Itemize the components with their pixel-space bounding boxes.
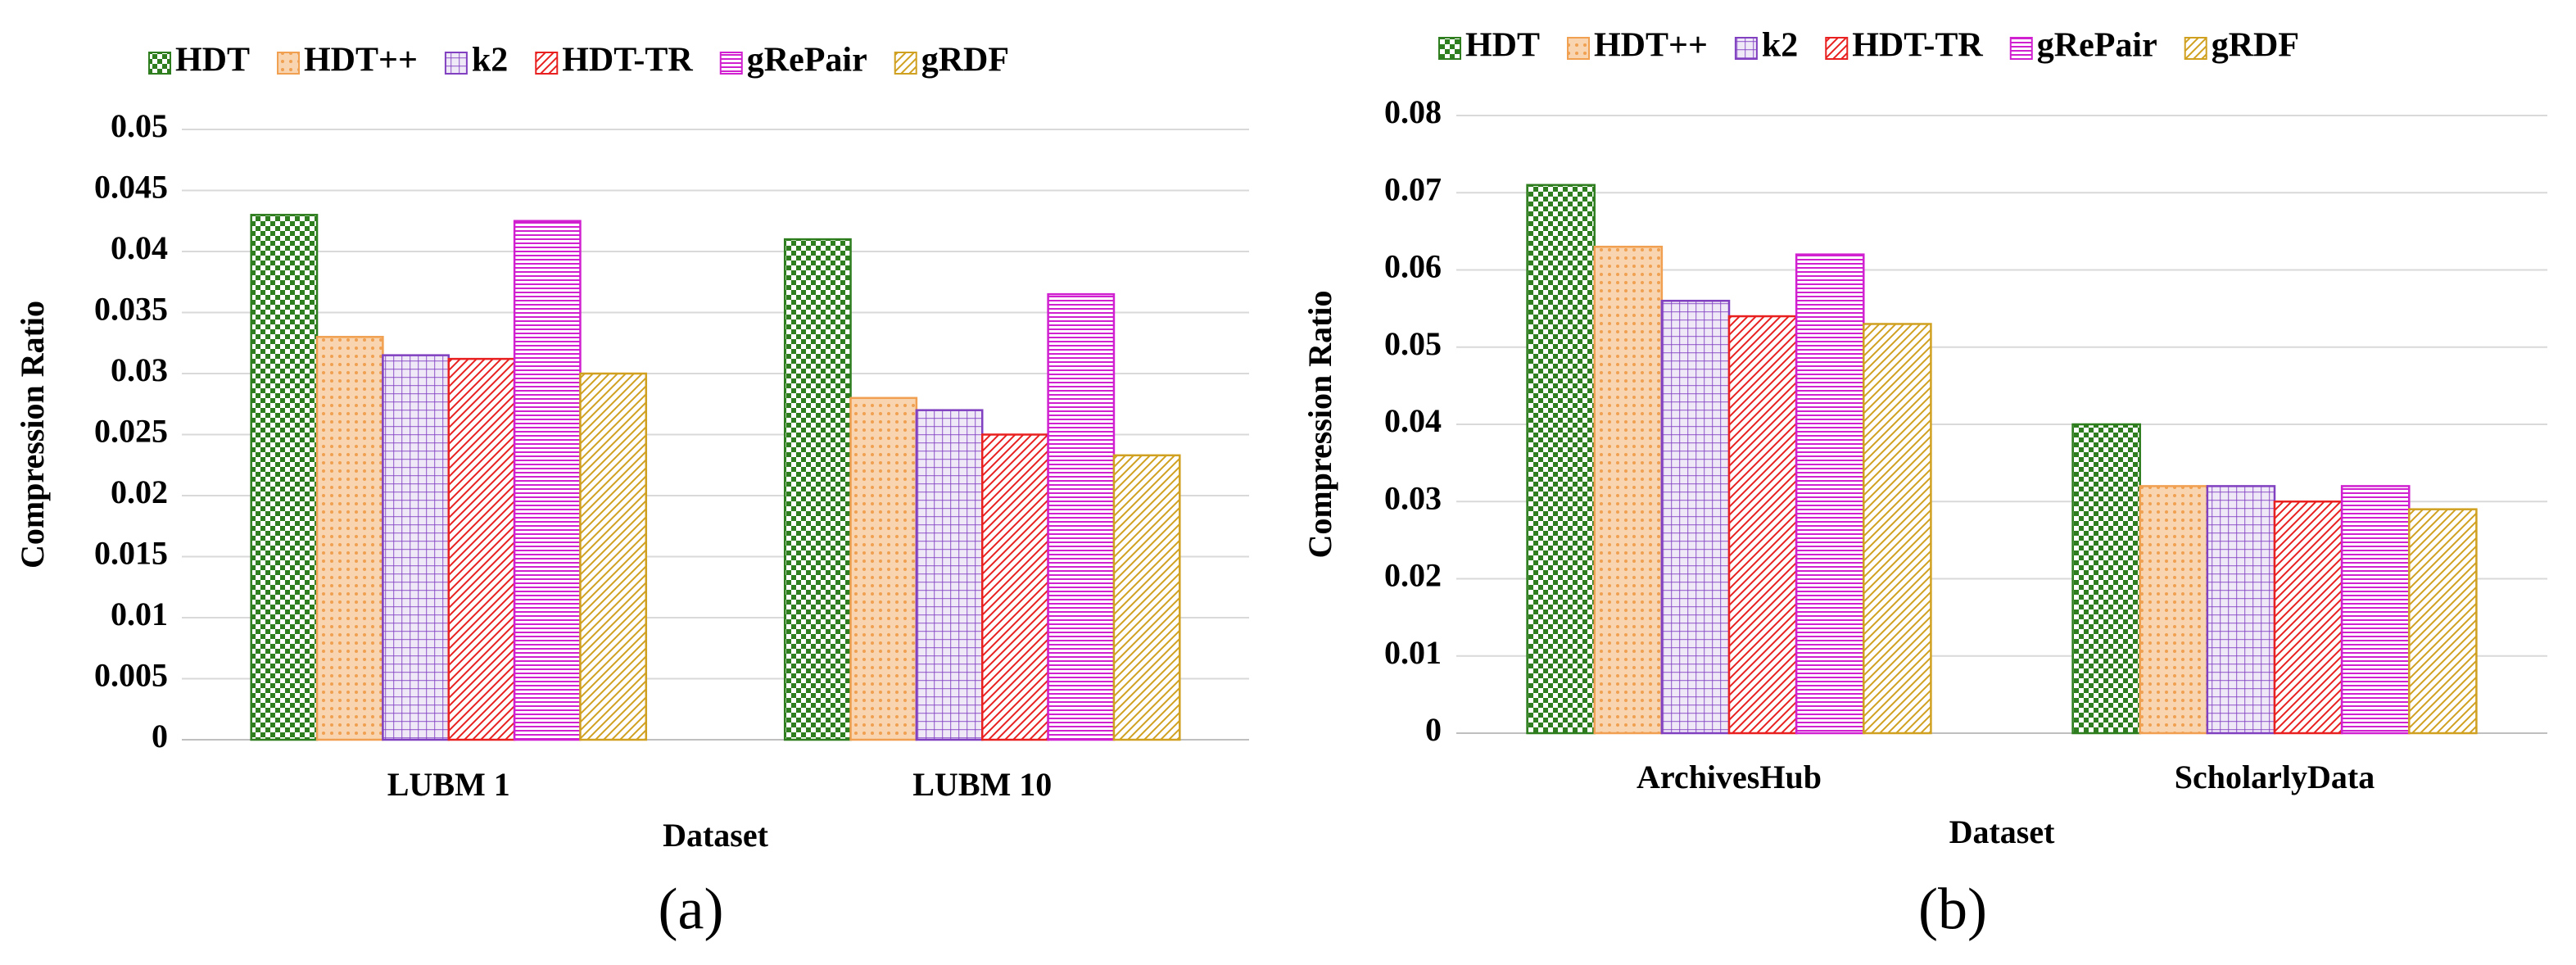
legend-label: k2 <box>472 42 508 79</box>
caption: (a) <box>659 877 724 942</box>
chart: 0 0.005 0.01 0.015 0.02 0.025 0.03 0.035 0.04 0.0… <box>14 42 1249 942</box>
legend-label: HDT++ <box>304 42 418 79</box>
x-axis-title: Dataset <box>1949 813 2056 850</box>
bar <box>1660 299 1731 735</box>
x-tick-label: LUBM 1 <box>387 766 510 803</box>
bar <box>2340 485 2411 735</box>
legend-label: gRePair <box>747 42 867 79</box>
y-tick-label: 0.04 <box>1384 402 1442 439</box>
legend-label: gRDF <box>2212 27 2299 65</box>
y-tick-label: 0.02 <box>111 473 168 510</box>
legend-swatch <box>1734 37 1758 60</box>
bar <box>2273 501 2343 735</box>
x-tick-label: ArchivesHub <box>1637 759 1822 795</box>
caption: (b) <box>1918 877 1987 942</box>
legend-swatch <box>1438 37 1461 60</box>
y-tick-label: 0.015 <box>94 535 168 572</box>
y-tick-label: 0.03 <box>111 351 168 388</box>
bar <box>1112 454 1181 741</box>
y-tick-label: 0.01 <box>111 596 168 632</box>
legend-label: gRDF <box>921 42 1009 79</box>
bar <box>250 214 319 741</box>
y-tick-label: 0.05 <box>1384 325 1442 362</box>
legend-label: HDT-TR <box>562 42 693 79</box>
legend-swatch <box>2009 37 2033 60</box>
legend-label: HDT <box>1465 27 1540 65</box>
legend-swatch <box>1825 37 1849 60</box>
bar <box>2071 423 2141 735</box>
chart: 0 0.01 0.02 0.03 0.04 0.05 0.06 0.07 0.08 Archive… <box>1302 27 2547 942</box>
bar <box>981 433 1049 741</box>
bar <box>2206 485 2276 735</box>
y-tick-label: 0 <box>1425 711 1442 748</box>
bar <box>1863 323 1932 735</box>
y-tick-label: 0.04 <box>111 229 168 266</box>
y-tick-label: 0.025 <box>94 413 168 450</box>
bar <box>915 409 984 741</box>
x-tick-label: LUBM 10 <box>912 766 1052 803</box>
legend-swatch <box>277 52 301 75</box>
legend-label: k2 <box>1762 27 1798 65</box>
bar <box>849 396 918 741</box>
bar <box>783 238 852 741</box>
legend-swatch <box>444 52 468 75</box>
bar <box>1795 253 1865 735</box>
y-tick-label: 0.05 <box>111 107 168 144</box>
x-axis-title: Dataset <box>663 817 769 854</box>
y-tick-label: 0.03 <box>1384 479 1442 516</box>
legend-label: gRePair <box>2037 27 2157 65</box>
legend-swatch <box>535 52 559 75</box>
bar <box>1727 315 1798 735</box>
y-axis-title: Compression Ratio <box>14 301 51 569</box>
bar <box>382 354 450 741</box>
legend-swatch <box>894 52 917 75</box>
bar <box>447 357 516 741</box>
y-tick-label: 0 <box>152 718 168 754</box>
y-tick-label: 0.045 <box>94 169 168 206</box>
legend-swatch <box>719 52 743 75</box>
bar <box>2408 508 2478 735</box>
bar <box>1593 245 1664 735</box>
legend-label: HDT-TR <box>1852 27 1983 65</box>
y-tick-label: 0.08 <box>1384 93 1442 130</box>
y-tick-label: 0.07 <box>1384 170 1442 207</box>
y-tick-label: 0.01 <box>1384 634 1442 671</box>
legend-swatch <box>1567 37 1591 60</box>
bar <box>1526 183 1596 735</box>
y-axis-title: Compression Ratio <box>1302 290 1338 558</box>
legend-label: HDT <box>175 42 250 79</box>
y-tick-label: 0.02 <box>1384 557 1442 594</box>
bar <box>2139 485 2209 735</box>
bar <box>579 372 648 741</box>
bar <box>513 220 582 741</box>
legend-swatch <box>148 52 171 75</box>
bar <box>315 336 384 741</box>
y-tick-label: 0.035 <box>94 291 168 328</box>
x-tick-label: ScholarlyData <box>2175 759 2375 795</box>
bar <box>1047 292 1116 741</box>
legend-swatch <box>2184 37 2207 60</box>
legend-label: HDT++ <box>1594 27 1708 65</box>
y-tick-label: 0.005 <box>94 657 168 694</box>
y-tick-label: 0.06 <box>1384 248 1442 285</box>
